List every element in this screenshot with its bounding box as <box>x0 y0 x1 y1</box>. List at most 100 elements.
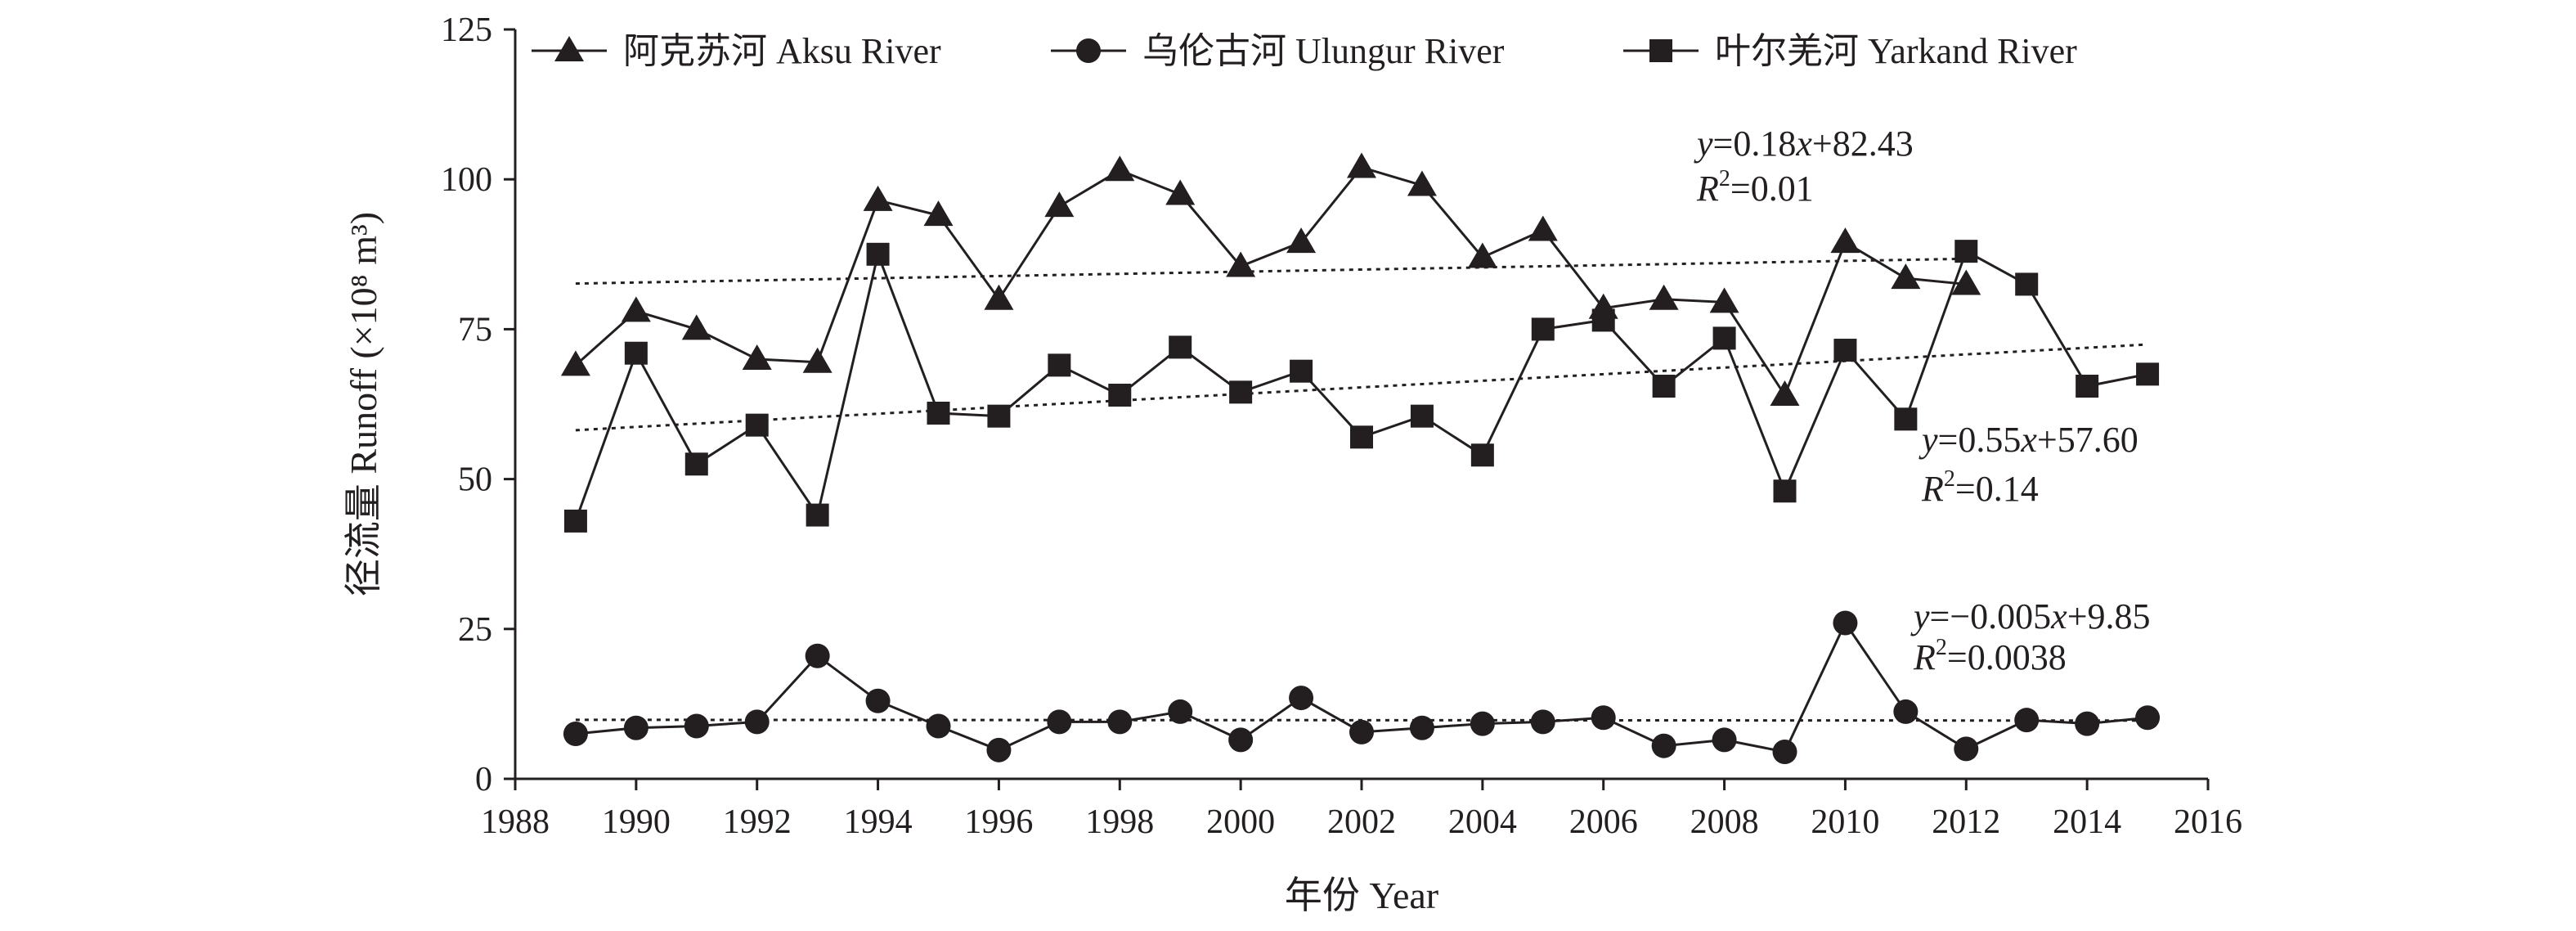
y-tick-label: 75 <box>458 311 492 349</box>
ulungur-river-point <box>1591 705 1616 731</box>
ulungur-river-point <box>2135 705 2161 731</box>
yarkand-river-point <box>624 341 648 365</box>
aksu-river-line <box>574 165 1967 398</box>
x-tick-label: 1998 <box>1085 803 1154 841</box>
ulungur-river-point <box>986 737 1012 762</box>
ulungur-river-point <box>1833 610 1858 636</box>
yarkand-river-point <box>1954 240 1978 263</box>
aksu-river-point <box>681 314 711 340</box>
y-tick-label: 50 <box>458 461 492 499</box>
x-tick-label: 1990 <box>602 803 671 841</box>
yarkand-river-point <box>1833 339 1857 362</box>
aksu-river-point <box>742 344 772 371</box>
aksu-river-point <box>1709 287 1739 313</box>
aksu-river-legend-marker <box>554 36 584 61</box>
y-axis-title: 径流量 Runoff (×10⁸ m³) <box>343 212 384 596</box>
x-tick-label: 2002 <box>1327 803 1396 841</box>
yarkand-river-point <box>1108 384 1132 407</box>
aksu-river-point <box>560 350 590 376</box>
ulungur-river-point <box>1470 711 1495 736</box>
yarkand-river-point <box>927 401 950 425</box>
yarkand-river-point <box>866 242 890 266</box>
yarkand-river-point <box>2076 375 2099 398</box>
yarkand-river-point <box>1229 380 1253 404</box>
ulungur-river-point <box>1651 733 1676 758</box>
aksu-river-point <box>1649 284 1679 310</box>
aksu-river-point <box>1044 191 1075 218</box>
yarkand-river-point <box>1894 407 1918 431</box>
y-tick-label: 100 <box>441 161 492 199</box>
yarkand-river-legend-label: 叶尔羌河 Yarkand River <box>1715 31 2077 71</box>
yarkand-river-point <box>1169 335 1192 359</box>
x-tick-label: 2016 <box>2174 803 2242 841</box>
aksu-river-point <box>1347 152 1376 178</box>
ulungur-river-point <box>865 688 891 713</box>
ulungur-river-point <box>1954 736 1979 762</box>
yarkand-river-point <box>1410 404 1434 428</box>
yarkand-river-point <box>987 404 1011 428</box>
ulungur-river-point <box>926 713 951 739</box>
x-ticks: 1988 1990 1992 1994 1996 1998 2000 2002 2004 2006… <box>481 779 2242 841</box>
aksu-river-point <box>621 296 651 322</box>
yarkand-river-point <box>1712 326 1736 350</box>
x-tick-label: 1988 <box>481 803 550 841</box>
ulungur-river-point <box>1047 709 1072 735</box>
ulungur-river-point <box>744 709 770 735</box>
aksu-river-point <box>984 284 1014 310</box>
ulungur-river-point <box>2014 708 2040 733</box>
yarkand-river-point <box>2015 272 2039 296</box>
aksu-river-point <box>1407 170 1437 196</box>
aksu-trend-r2: R2=0.01 <box>1696 166 1814 209</box>
aksu-river-point <box>1286 227 1317 254</box>
yarkand-river-point <box>563 509 587 533</box>
aksu-river-point <box>1951 269 1981 295</box>
ulungur-trend-equation: y=−0.005x+9.85 <box>1910 596 2151 636</box>
ulungur-river-point <box>2075 711 2100 736</box>
yarkand-river-point <box>1591 308 1615 332</box>
x-tick-label: 2008 <box>1690 803 1759 841</box>
ulungur-river-legend-label: 乌伦古河 Ulungur River <box>1142 31 1505 71</box>
yarkand-river-point <box>745 413 769 437</box>
ulungur-river-point <box>1228 727 1254 753</box>
yarkand-river-point <box>1048 353 1071 377</box>
x-tick-label: 2010 <box>1811 803 1879 841</box>
ulungur-river-point <box>1107 709 1133 735</box>
aksu-river-point <box>802 347 832 373</box>
ulungur-river-legend-marker <box>1076 38 1101 63</box>
aksu-river-point <box>863 185 893 211</box>
yarkand-river-legend-marker <box>1649 39 1672 62</box>
x-tick-label: 2004 <box>1448 803 1517 841</box>
ulungur-river-point <box>805 643 830 668</box>
aksu-river-point <box>1891 263 1921 290</box>
yarkand-trend-r2: R2=0.14 <box>1921 466 2039 509</box>
ulungur-trend-r2: R2=0.0038 <box>1913 635 2067 677</box>
ulungur-river-point <box>563 722 588 747</box>
ulungur-river-point <box>1168 699 1193 724</box>
x-tick-label: 1996 <box>964 803 1033 841</box>
yarkand-river-point <box>1350 425 1373 449</box>
yarkand-river-point <box>1470 443 1494 467</box>
x-tick-label: 1994 <box>844 803 913 841</box>
ulungur-river-point <box>1349 719 1374 744</box>
ulungur-river-point <box>1409 715 1434 740</box>
aksu-river-trend-line <box>575 257 1967 286</box>
ulungur-river-point <box>1772 740 1797 765</box>
ulungur-river-point <box>1893 699 1919 724</box>
aksu-river-point <box>1226 251 1256 277</box>
aksu-river-point <box>1165 179 1196 205</box>
ulungur-river-point <box>1530 709 1555 735</box>
x-axis-title: 年份 Year <box>1285 875 1438 916</box>
ulungur-river-point <box>1712 727 1737 753</box>
aksu-river-point <box>1770 380 1800 407</box>
ulungur-river-point <box>1289 686 1314 711</box>
aksu-river-point <box>923 200 954 227</box>
y-tick-label: 25 <box>458 611 492 649</box>
aksu-river-point <box>1830 227 1860 254</box>
yarkand-trend-equation: y=0.55x+57.60 <box>1919 420 2138 460</box>
y-ticks: 0 25 50 75 100 125 <box>441 11 515 798</box>
ulungur-river-point <box>684 713 709 739</box>
y-tick-label: 0 <box>475 761 492 798</box>
yarkand-river-point <box>1531 317 1555 341</box>
x-tick-label: 2006 <box>1569 803 1638 841</box>
